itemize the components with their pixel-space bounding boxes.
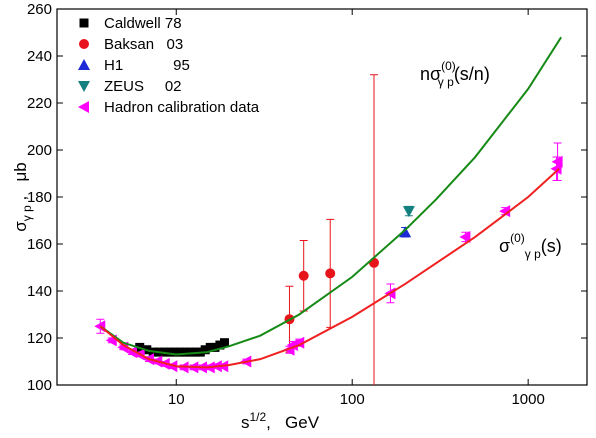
legend-marker [78,81,90,92]
legend-marker [79,18,89,28]
x-tick-label: 100 [340,391,365,408]
marker [368,257,379,268]
y-tick-label: 200 [27,142,52,159]
marker [499,205,511,218]
marker [325,268,336,279]
fit-curve [99,168,560,369]
marker [166,360,178,373]
marker [550,162,562,175]
y-tick-label: 180 [27,189,52,206]
marker [210,342,220,352]
fit-curve [99,36,562,356]
legend-label: H1 95 [104,57,190,74]
legend-marker [78,59,90,70]
x-axis-label: s1/2, GeV [241,410,320,432]
y-tick-label: 140 [27,283,52,300]
y-tick-label: 160 [27,236,52,253]
y-tick-label: 120 [27,330,52,347]
marker [125,346,137,359]
marker [459,230,471,243]
marker [298,270,309,281]
legend-marker [79,39,89,49]
marker [170,347,180,357]
marker [219,338,229,348]
marker [215,340,225,350]
legend-label: ZEUS 02 [104,78,182,95]
annotation: nσ(0) γ p(s/n) [420,59,490,89]
marker [165,347,175,357]
marker [180,347,190,357]
marker [175,347,185,357]
x-tick-label: 10 [168,391,185,408]
legend-label: Baksan 03 [104,36,183,53]
marker [200,345,210,355]
legend-label: Caldwell 78 [104,15,182,32]
y-axis-label: σγ p , μb [11,162,34,231]
legend-marker [78,101,89,113]
marker [185,347,195,357]
y-tick-label: 260 [27,1,52,18]
x-tick-label: 1000 [511,391,544,408]
y-tick-label: 220 [27,95,52,112]
marker [402,206,415,218]
legend-label: Hadron calibration data [104,99,260,116]
annotation: σ(0)γ p(s) [499,231,562,261]
plot-area [94,36,563,385]
marker [399,226,412,238]
y-tick-label: 240 [27,48,52,65]
marker [293,336,305,349]
marker [551,155,563,168]
marker [205,342,215,352]
y-tick-label: 100 [27,377,52,394]
